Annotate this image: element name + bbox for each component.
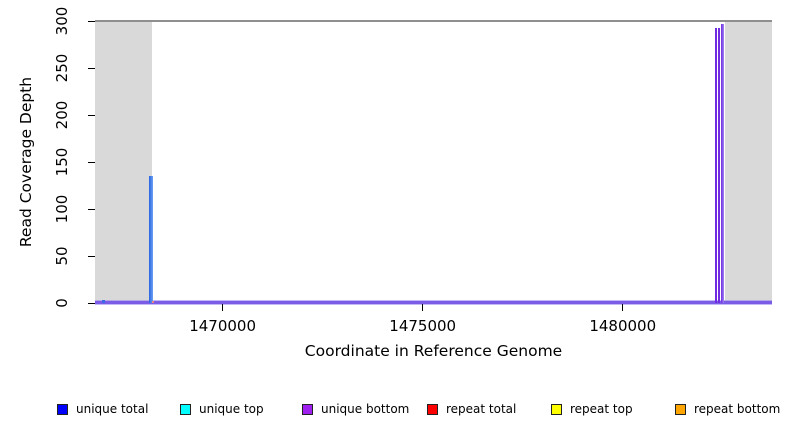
baseline-coverage-line: [95, 301, 772, 304]
legend-swatch-icon: [427, 403, 438, 415]
coverage-spike: [149, 176, 154, 303]
legend-item-repeat-top: repeat top: [551, 402, 633, 416]
legend-item-unique-top: unique top: [180, 402, 264, 416]
y-tick-label: 50: [53, 246, 71, 266]
x-tick-label: 1480000: [589, 317, 657, 335]
legend-label: unique bottom: [321, 402, 410, 416]
coverage-spike: [717, 27, 720, 303]
y-tick-mark: [88, 302, 95, 304]
y-tick-mark: [88, 114, 95, 116]
x-tick-label: 1470000: [189, 317, 257, 335]
y-tick-label: 300: [53, 6, 71, 36]
legend-label: repeat top: [570, 402, 633, 416]
legend-label: unique top: [199, 402, 264, 416]
x-axis-title: Coordinate in Reference Genome: [304, 342, 563, 360]
y-tick-mark: [88, 161, 95, 163]
y-tick-mark: [88, 208, 95, 210]
y-tick-label: 0: [53, 298, 71, 308]
x-tick-mark: [422, 304, 424, 311]
legend-item-repeat-total: repeat total: [427, 402, 516, 416]
legend-swatch-icon: [302, 403, 313, 415]
legend-label: repeat bottom: [694, 402, 781, 416]
legend-swatch-icon: [180, 403, 191, 415]
x-tick-mark: [622, 304, 624, 311]
legend-swatch-icon: [57, 403, 68, 415]
masked-region-left: [95, 21, 152, 303]
legend-item-repeat-bottom: repeat bottom: [675, 402, 780, 416]
legend-item-unique-total: unique total: [57, 402, 148, 416]
y-axis-title: Read Coverage Depth: [17, 76, 35, 248]
coverage-spike: [102, 300, 106, 303]
legend-label: repeat total: [446, 402, 517, 416]
x-tick-label: 1475000: [389, 317, 457, 335]
y-tick-label: 100: [53, 194, 71, 224]
y-tick-mark: [88, 20, 95, 22]
plot-area: [95, 20, 772, 304]
y-tick-label: 150: [53, 147, 71, 177]
legend-swatch-icon: [551, 403, 562, 415]
masked-region-right: [725, 21, 772, 303]
y-tick-mark: [88, 255, 95, 257]
legend-label: unique total: [76, 402, 149, 416]
coverage-spike: [720, 23, 724, 303]
y-tick-label: 200: [53, 100, 71, 130]
x-tick-mark: [222, 304, 224, 311]
depth-cap-line: [95, 20, 772, 22]
coverage-spike: [152, 301, 155, 303]
legend-item-unique-bottom: unique bottom: [302, 402, 409, 416]
coverage-spike: [714, 27, 717, 303]
y-tick-mark: [88, 67, 95, 69]
legend-swatch-icon: [675, 403, 686, 415]
y-tick-label: 250: [53, 53, 71, 83]
